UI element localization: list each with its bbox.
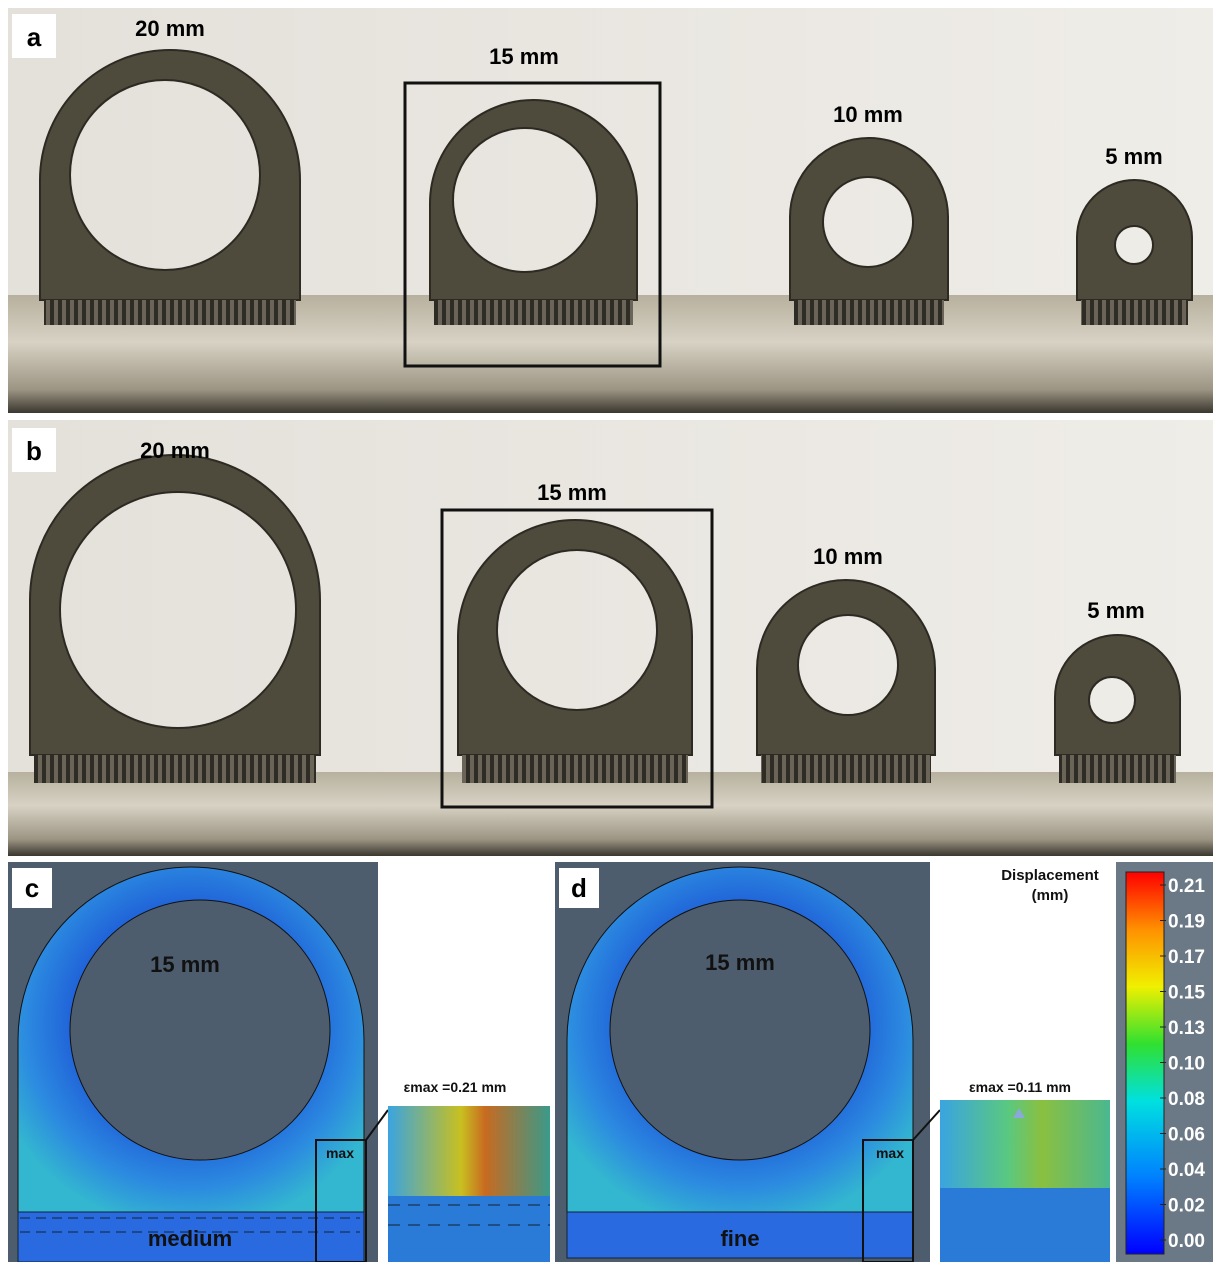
inset-bottom — [940, 1188, 1110, 1262]
size-label: 5 mm — [1087, 598, 1144, 623]
inset-top — [388, 1106, 550, 1196]
colorbar — [1126, 872, 1164, 1254]
panel-label: a — [27, 22, 42, 52]
support-structure — [794, 300, 944, 325]
colorbar-tick-label: 0.04 — [1168, 1160, 1205, 1181]
size-label: 15 mm — [705, 950, 775, 975]
colorbar-tick-label: 0.08 — [1168, 1089, 1205, 1110]
support-structure — [462, 755, 688, 783]
support-structure — [34, 755, 316, 783]
colorbar-tick-label: 0.19 — [1168, 912, 1205, 933]
support-structure — [1081, 300, 1188, 325]
figure: a b 20 mm 15 mm 10 mm 5 mm 20 mm 15 mm 1… — [0, 0, 1213, 1262]
support-structure — [434, 300, 633, 325]
mesh-label: medium — [148, 1226, 232, 1251]
colorbar-tick-label: 0.00 — [1168, 1231, 1205, 1252]
inset-caption: εmax =0.21 mm — [404, 1079, 507, 1095]
size-label: 10 mm — [813, 544, 883, 569]
colorbar-tick-label: 0.21 — [1168, 876, 1205, 897]
inset-top — [940, 1100, 1110, 1188]
size-label: 15 mm — [489, 44, 559, 69]
inset-caption: εmax =0.11 mm — [969, 1079, 1071, 1095]
colorbar-tick-label: 0.10 — [1168, 1054, 1205, 1075]
colorbar-title: Displacement — [1001, 867, 1099, 884]
size-label: 15 mm — [150, 952, 220, 977]
panel-label: b — [26, 436, 42, 466]
colorbar-tick-label: 0.15 — [1168, 983, 1205, 1004]
colorbar-unit: (mm) — [1032, 887, 1069, 904]
size-label: 20 mm — [140, 438, 210, 463]
max-marker: max — [876, 1145, 904, 1161]
support-structure — [761, 755, 931, 783]
size-label: 10 mm — [833, 102, 903, 127]
colorbar-tick-label: 0.13 — [1168, 1018, 1205, 1039]
max-marker: max — [326, 1145, 354, 1161]
support-structure — [1059, 755, 1176, 783]
panel-label: c — [25, 873, 39, 903]
size-label: 20 mm — [135, 16, 205, 41]
colorbar-tick-label: 0.06 — [1168, 1125, 1205, 1146]
size-label: 5 mm — [1105, 144, 1162, 169]
metal-strip — [8, 772, 1213, 856]
mesh-label: fine — [720, 1226, 759, 1251]
inset-bottom — [388, 1196, 550, 1262]
colorbar-tick-label: 0.02 — [1168, 1196, 1205, 1217]
colorbar-tick-label: 0.17 — [1168, 947, 1205, 968]
support-structure — [44, 300, 296, 325]
size-label: 15 mm — [537, 480, 607, 505]
panel-label: d — [571, 873, 587, 903]
